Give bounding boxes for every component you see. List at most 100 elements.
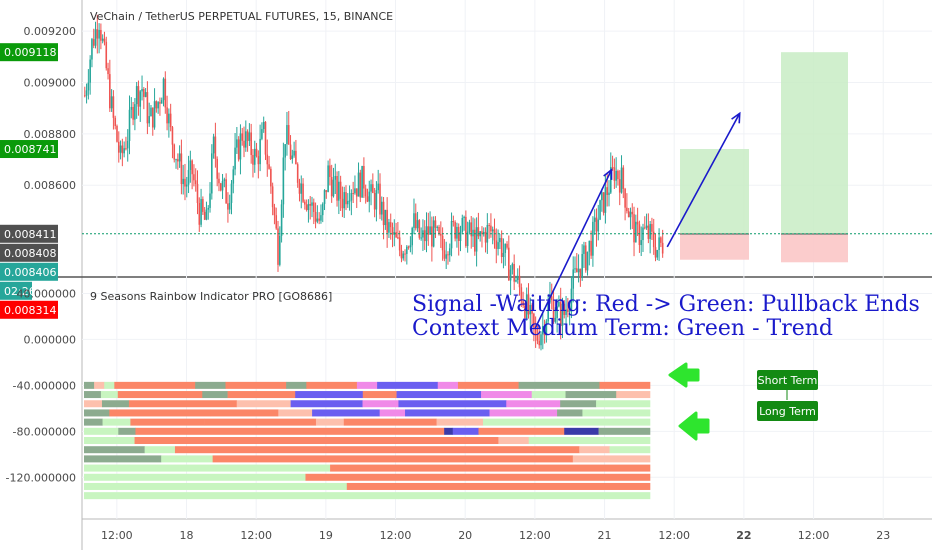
candle xyxy=(318,212,320,225)
candle-body xyxy=(339,181,342,199)
time-tick-label: 12:00 xyxy=(101,529,133,542)
candle xyxy=(570,276,573,319)
candle xyxy=(293,141,295,158)
candle-body xyxy=(219,183,222,191)
candle xyxy=(253,140,256,173)
candle xyxy=(531,303,533,325)
candle-body xyxy=(482,231,485,235)
candle xyxy=(568,305,571,326)
candle xyxy=(125,136,127,151)
candle-body xyxy=(159,102,161,104)
candle-body xyxy=(602,192,605,213)
candle xyxy=(105,36,108,71)
candle xyxy=(601,188,603,212)
candle xyxy=(516,268,519,284)
candle-body xyxy=(615,170,617,181)
candle-body xyxy=(257,156,260,165)
price-tags: 0.009118 0.008741 0.008411 0.008408 0.008406… xyxy=(0,43,58,319)
candle-body xyxy=(516,275,519,281)
trend-arrows[interactable] xyxy=(534,111,741,330)
trend-arrow-2[interactable] xyxy=(666,111,741,248)
arrow-head xyxy=(603,168,613,180)
rainbow-segment xyxy=(174,446,580,454)
candle xyxy=(618,170,621,206)
candle-body xyxy=(253,148,256,165)
candle xyxy=(420,227,422,241)
candle xyxy=(214,122,217,168)
candle-body xyxy=(436,226,439,228)
price-tag-label: 0.009118 xyxy=(4,46,57,59)
candle-body xyxy=(627,211,630,218)
indicator-axis[interactable]: 40.000000 0.000000 -40.000000 -80.000000 -12… xyxy=(6,287,76,484)
candle-body xyxy=(474,229,476,252)
candle xyxy=(481,226,483,248)
candle xyxy=(116,124,118,143)
candle xyxy=(151,107,154,136)
candle xyxy=(355,188,358,209)
candle xyxy=(103,31,106,46)
candle-body xyxy=(402,253,405,259)
candle xyxy=(416,211,419,233)
candle xyxy=(398,230,401,257)
position-drawings[interactable] xyxy=(680,52,848,263)
candle-body xyxy=(391,227,394,235)
candle xyxy=(100,23,102,50)
arrow-head xyxy=(731,111,741,124)
candle-body xyxy=(506,243,508,248)
indicator-title: 9 Seasons Rainbow Indicator PRO [GO8686] xyxy=(90,290,332,303)
rainbow-row xyxy=(84,492,651,500)
candle-body xyxy=(318,218,320,221)
candle xyxy=(554,307,557,324)
candle xyxy=(592,216,594,267)
candle xyxy=(261,122,263,141)
candle-body xyxy=(592,221,594,256)
candle-body xyxy=(622,167,625,189)
candle xyxy=(407,245,410,250)
rainbow-row xyxy=(84,409,651,417)
candle-body xyxy=(316,218,319,222)
candle xyxy=(635,214,637,243)
candle-body xyxy=(624,188,626,208)
rainbow-segment xyxy=(616,391,651,399)
price-axis[interactable]: 0.009200 0.009000 0.008800 0.008600 xyxy=(24,25,77,192)
candle-body xyxy=(593,217,596,222)
candle-body xyxy=(452,221,455,223)
candle xyxy=(409,236,412,253)
candle xyxy=(286,111,288,156)
candle xyxy=(613,158,616,189)
candle-body xyxy=(364,188,367,197)
candle xyxy=(121,138,124,167)
candle-body xyxy=(320,215,322,221)
candle-body xyxy=(461,218,464,233)
candle xyxy=(216,156,218,187)
candle xyxy=(631,203,634,230)
candle-body xyxy=(329,165,331,177)
candle-body xyxy=(443,250,446,259)
candle-body xyxy=(343,192,346,209)
rainbow-segment xyxy=(312,409,380,417)
candle-body xyxy=(529,305,532,315)
trend-arrow-1[interactable] xyxy=(534,168,613,330)
time-tick-label: 12:00 xyxy=(380,529,412,542)
candle-body xyxy=(556,306,558,318)
candle-body xyxy=(432,220,435,247)
long-position-2[interactable] xyxy=(781,52,848,263)
candle xyxy=(305,199,308,212)
rainbow-segment xyxy=(444,427,454,435)
candle-body xyxy=(372,184,374,193)
candle xyxy=(185,176,188,198)
candle xyxy=(270,166,272,194)
candle xyxy=(119,140,122,160)
candle xyxy=(479,230,481,242)
short-term-label[interactable]: Short Term xyxy=(757,370,818,390)
time-tick-label: 12:00 xyxy=(658,529,690,542)
long-position-1[interactable] xyxy=(680,149,749,260)
time-axis[interactable]: 12:00 18 12:00 19 12:00 20 12:00 21 12:00 22 12:00… xyxy=(101,529,890,542)
candle-body xyxy=(495,240,498,249)
rainbow-segment xyxy=(572,455,651,463)
candle xyxy=(368,180,371,213)
long-term-label[interactable]: Long Term xyxy=(757,401,818,421)
candle-body xyxy=(541,326,544,335)
candle xyxy=(289,135,292,160)
price-tag: 0.008741 xyxy=(0,140,58,159)
